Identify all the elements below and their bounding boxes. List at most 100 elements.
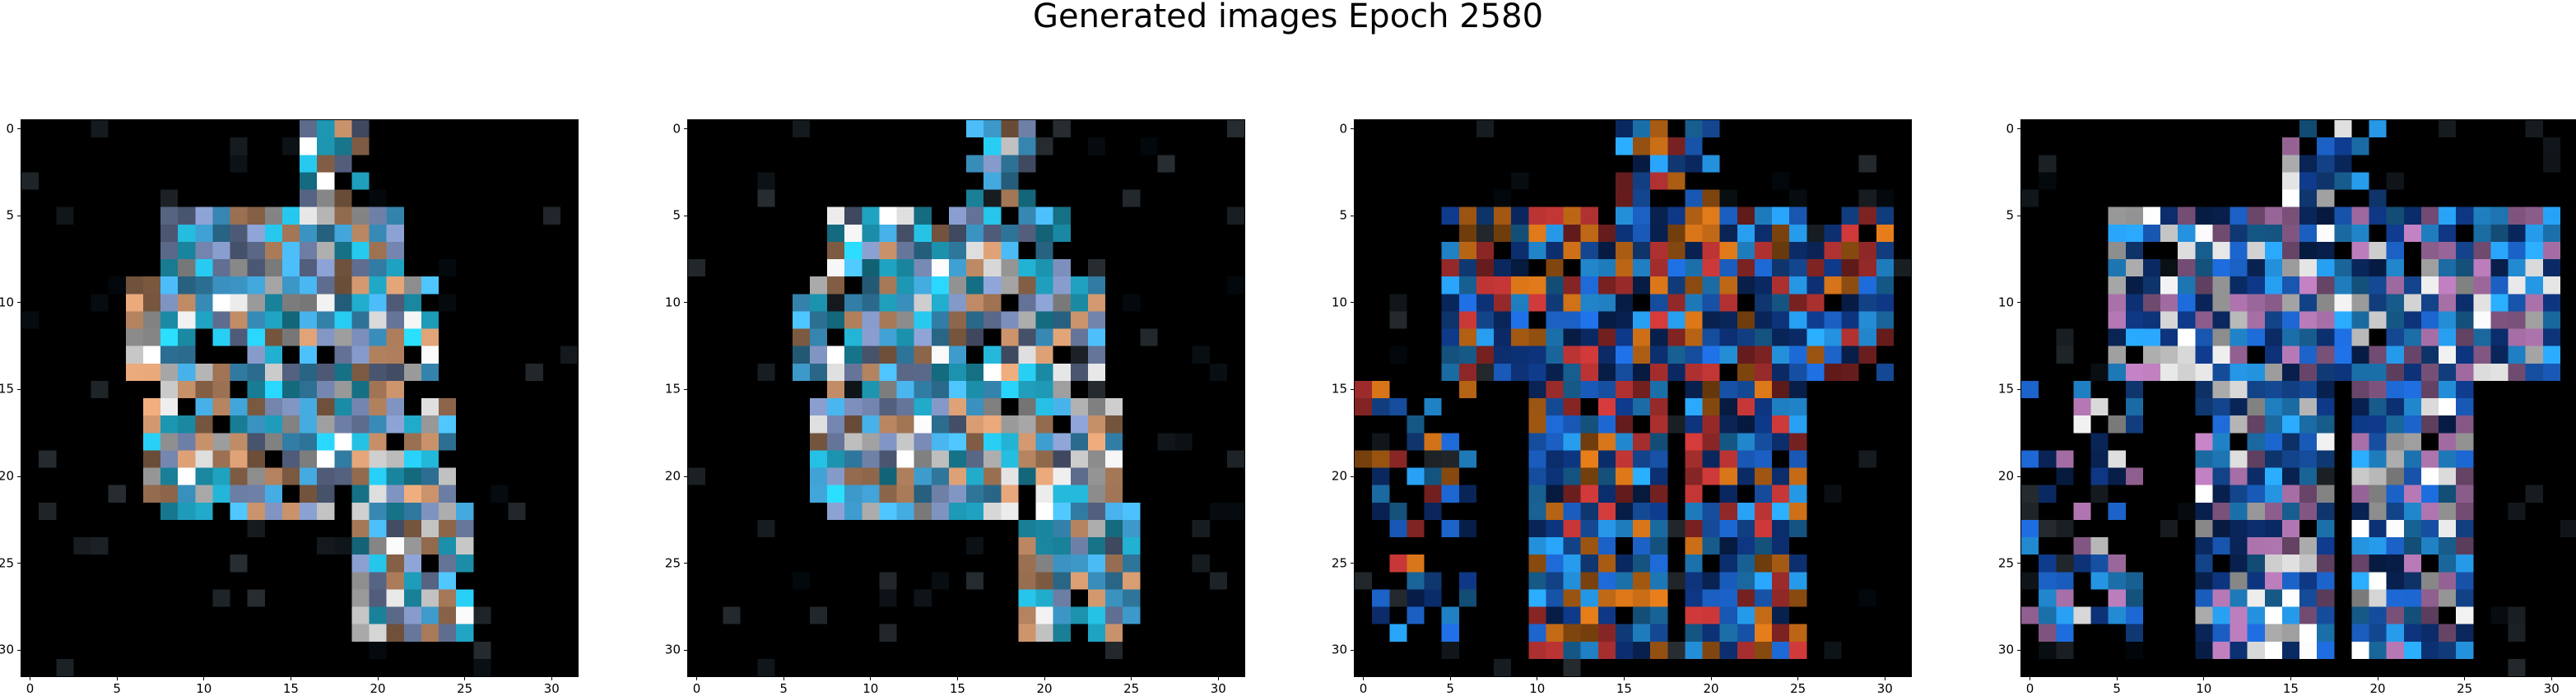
x-tick-mark	[1710, 676, 1712, 680]
x-tick-label: 5	[1446, 681, 1454, 696]
generated-image-1	[21, 119, 579, 677]
x-tick-mark	[783, 676, 784, 680]
generated-image-4	[2020, 119, 2576, 677]
y-tick-mark	[17, 649, 21, 651]
y-tick-mark	[1351, 563, 1355, 564]
x-tick-label: 15	[282, 681, 299, 696]
y-tick-label: 20	[664, 468, 681, 484]
generated-image-canvas	[2021, 120, 2576, 676]
y-tick-label: 30	[1331, 642, 1347, 657]
x-tick-mark	[2116, 676, 2118, 680]
y-tick-label: 15	[1997, 381, 2014, 397]
y-tick-mark	[2017, 649, 2021, 651]
y-tick-label: 0	[6, 121, 14, 137]
y-tick-label: 30	[1997, 642, 2014, 657]
y-tick-label: 15	[1331, 381, 1347, 397]
x-tick-label: 15	[949, 681, 965, 696]
x-tick-mark	[464, 676, 466, 680]
x-tick-label: 15	[1616, 681, 1632, 696]
y-tick-label: 25	[1997, 555, 2014, 571]
y-tick-label: 25	[664, 555, 681, 571]
x-tick-mark	[1363, 676, 1365, 680]
generated-image-canvas	[21, 120, 578, 676]
y-tick-label: 0	[2006, 121, 2014, 137]
x-tick-label: 25	[1123, 681, 1140, 696]
y-tick-mark	[1351, 128, 1355, 130]
y-tick-mark	[17, 128, 21, 130]
y-tick-mark	[17, 388, 21, 390]
y-tick-label: 0	[1339, 121, 1347, 137]
figure-title: Generated images Epoch 2580	[1032, 0, 1544, 35]
y-tick-mark	[2017, 476, 2021, 477]
y-tick-mark	[17, 302, 21, 304]
x-tick-label: 30	[543, 681, 560, 696]
x-tick-label: 20	[1036, 681, 1053, 696]
x-tick-mark	[377, 676, 379, 680]
y-tick-label: 5	[672, 207, 681, 223]
y-tick-label: 25	[1331, 555, 1347, 571]
x-tick-label: 20	[1703, 681, 1719, 696]
x-tick-mark	[116, 676, 118, 680]
y-tick-mark	[2017, 563, 2021, 564]
x-tick-label: 30	[2543, 681, 2560, 696]
x-tick-mark	[696, 676, 698, 680]
x-tick-label: 0	[2025, 681, 2034, 696]
x-tick-label: 5	[113, 681, 121, 696]
x-tick-label: 15	[2282, 681, 2299, 696]
x-tick-label: 10	[2196, 681, 2212, 696]
x-tick-mark	[870, 676, 872, 680]
y-tick-mark	[1351, 476, 1355, 477]
y-tick-mark	[684, 476, 688, 477]
x-tick-label: 0	[26, 681, 35, 696]
generated-image-3	[1354, 119, 1912, 677]
x-tick-mark	[1131, 676, 1132, 680]
x-tick-label: 0	[692, 681, 701, 696]
y-tick-label: 20	[0, 468, 14, 484]
y-tick-mark	[1351, 649, 1355, 651]
y-tick-mark	[684, 563, 688, 564]
x-tick-label: 5	[779, 681, 788, 696]
y-tick-mark	[684, 649, 688, 651]
x-tick-label: 30	[1876, 681, 1893, 696]
y-tick-label: 15	[664, 381, 681, 397]
y-tick-label: 30	[0, 642, 14, 657]
x-tick-mark	[2290, 676, 2291, 680]
generated-image-canvas	[688, 120, 1244, 676]
x-tick-mark	[203, 676, 205, 680]
x-tick-mark	[1044, 676, 1045, 680]
y-tick-mark	[1351, 302, 1355, 304]
y-tick-mark	[2017, 128, 2021, 130]
x-tick-label: 25	[457, 681, 473, 696]
x-tick-mark	[2550, 676, 2552, 680]
y-tick-mark	[684, 302, 688, 304]
x-tick-mark	[1623, 676, 1625, 680]
y-tick-label: 5	[2006, 207, 2014, 223]
x-tick-label: 20	[370, 681, 386, 696]
x-tick-label: 30	[1210, 681, 1226, 696]
x-tick-mark	[2203, 676, 2205, 680]
x-tick-label: 10	[1529, 681, 1546, 696]
y-tick-label: 20	[1331, 468, 1347, 484]
y-tick-label: 10	[1997, 295, 2014, 310]
x-tick-label: 10	[196, 681, 212, 696]
x-tick-label: 10	[863, 681, 879, 696]
y-tick-mark	[17, 563, 21, 564]
x-tick-mark	[2464, 676, 2466, 680]
y-tick-mark	[1351, 388, 1355, 390]
y-tick-mark	[2017, 388, 2021, 390]
x-tick-label: 25	[1790, 681, 1806, 696]
x-tick-mark	[551, 676, 552, 680]
generated-image-canvas	[1355, 120, 1911, 676]
y-tick-label: 5	[1339, 207, 1347, 223]
x-tick-mark	[1217, 676, 1219, 680]
y-tick-label: 10	[0, 295, 14, 310]
y-tick-label: 0	[672, 121, 681, 137]
x-tick-label: 0	[1359, 681, 1368, 696]
y-tick-label: 30	[664, 642, 681, 657]
x-tick-label: 25	[2457, 681, 2473, 696]
x-tick-mark	[1884, 676, 1886, 680]
y-tick-label: 5	[6, 207, 14, 223]
x-tick-mark	[1449, 676, 1451, 680]
x-tick-label: 5	[2113, 681, 2121, 696]
y-tick-mark	[684, 128, 688, 130]
